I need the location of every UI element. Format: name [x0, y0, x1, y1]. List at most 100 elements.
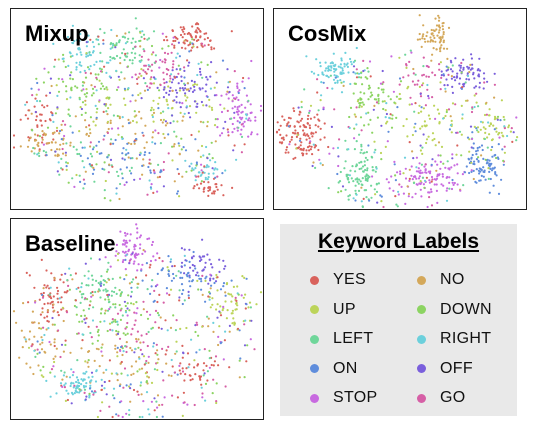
- scatter-point: [468, 171, 471, 175]
- scatter-point: [188, 50, 191, 53]
- scatter-point: [38, 154, 41, 158]
- scatter-point: [70, 87, 73, 90]
- scatter-point: [136, 231, 139, 234]
- scatter-point: [456, 72, 459, 75]
- scatter-point: [105, 270, 109, 273]
- scatter-point: [446, 47, 449, 50]
- scatter-point: [384, 116, 387, 119]
- scatter-point: [27, 139, 31, 142]
- scatter-point: [201, 396, 204, 399]
- scatter-point: [408, 141, 411, 144]
- scatter-point: [178, 364, 181, 367]
- legend-marker-off: [417, 364, 426, 373]
- scatter-point: [279, 133, 282, 136]
- scatter-point: [281, 115, 284, 118]
- scatter-point: [188, 43, 192, 46]
- scatter-point: [136, 237, 139, 240]
- scatter-point: [182, 89, 185, 92]
- scatter-point: [318, 119, 321, 122]
- scatter-point: [108, 405, 111, 408]
- scatter-point: [72, 371, 75, 374]
- scatter-point: [303, 124, 306, 127]
- scatter-point: [473, 94, 476, 97]
- scatter-point: [180, 137, 183, 140]
- scatter-point: [150, 187, 153, 190]
- scatter-point: [97, 43, 100, 46]
- scatter-point: [126, 142, 129, 145]
- scatter-point: [217, 364, 220, 367]
- scatter-point: [194, 30, 197, 33]
- scatter-point: [199, 29, 202, 33]
- scatter-point: [158, 293, 161, 296]
- scatter-point: [491, 155, 494, 158]
- scatter-point: [77, 332, 80, 335]
- scatter-point: [204, 277, 207, 280]
- scatter-point: [144, 124, 147, 127]
- scatter-point: [481, 121, 484, 124]
- scatter-point: [120, 307, 123, 310]
- scatter-point: [66, 35, 70, 39]
- scatter-point: [60, 167, 63, 170]
- scatter-point: [439, 154, 442, 157]
- scatter-point: [176, 192, 179, 195]
- scatter-point: [242, 296, 245, 299]
- scatter-point: [107, 61, 110, 64]
- scatter-point: [223, 339, 226, 342]
- scatter-point: [73, 384, 76, 387]
- scatter-point: [309, 140, 312, 143]
- scatter-point: [171, 29, 174, 33]
- scatter-point: [186, 403, 189, 406]
- scatter-point: [38, 298, 41, 301]
- scatter-point: [133, 351, 136, 354]
- scatter-point: [208, 188, 211, 191]
- scatter-point: [140, 381, 143, 384]
- scatter-point: [379, 151, 383, 155]
- scatter-point: [488, 124, 491, 128]
- scatter-point: [85, 88, 88, 91]
- scatter-point: [380, 124, 383, 127]
- scatter-point: [170, 51, 173, 54]
- scatter-point: [445, 78, 448, 81]
- scatter-point: [444, 114, 447, 118]
- scatter-point: [377, 99, 380, 102]
- scatter-point: [53, 323, 56, 326]
- scatter-point: [97, 35, 100, 38]
- scatter-point: [80, 64, 83, 67]
- scatter-point: [83, 314, 86, 317]
- scatter-point: [114, 286, 117, 289]
- scatter-point: [69, 141, 72, 144]
- scatter-point: [190, 49, 193, 52]
- scatter-point: [189, 285, 192, 288]
- scatter-point: [121, 157, 124, 160]
- scatter-point: [98, 99, 101, 102]
- scatter-point: [73, 185, 76, 188]
- scatter-point: [175, 101, 178, 104]
- scatter-point: [204, 279, 207, 282]
- scatter-point: [420, 106, 423, 109]
- scatter-point: [288, 143, 291, 146]
- scatter-point: [108, 278, 111, 281]
- scatter-point: [140, 55, 143, 58]
- scatter-point: [196, 271, 199, 274]
- scatter-point: [196, 73, 199, 77]
- scatter-point: [294, 156, 297, 159]
- scatter-point: [421, 74, 424, 77]
- scatter-point: [134, 73, 137, 76]
- scatter-point: [90, 84, 93, 87]
- scatter-point: [256, 133, 259, 136]
- scatter-point: [360, 183, 363, 186]
- scatter-point: [353, 148, 356, 151]
- scatter-point: [180, 265, 183, 268]
- scatter-point: [181, 292, 184, 295]
- scatter-point: [42, 81, 45, 84]
- scatter-point: [92, 166, 95, 169]
- scatter-point: [441, 25, 444, 28]
- scatter-point: [442, 73, 445, 76]
- scatter-point: [425, 75, 428, 78]
- scatter-point: [228, 330, 231, 333]
- scatter-point: [193, 100, 196, 103]
- scatter-point: [396, 205, 399, 208]
- scatter-point: [299, 137, 302, 140]
- scatter-point: [236, 82, 239, 85]
- scatter-point: [190, 169, 193, 172]
